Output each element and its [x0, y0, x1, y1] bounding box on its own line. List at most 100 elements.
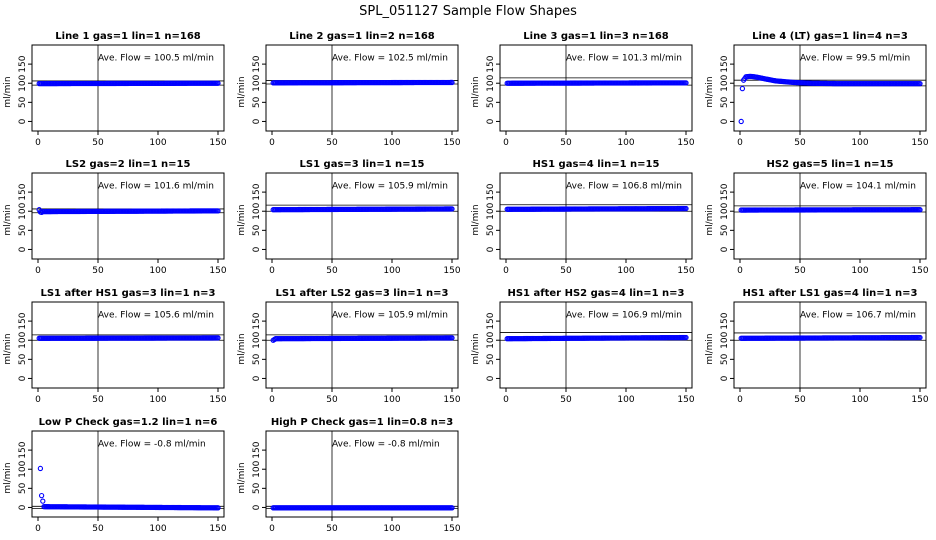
- data-point: [215, 208, 221, 214]
- plot-frame: [499, 44, 693, 132]
- data-point: [449, 79, 455, 86]
- y-axis-label: ml/min: [705, 204, 715, 235]
- y-axis-label: ml/min: [237, 76, 247, 107]
- x-tick-label: 0: [737, 266, 743, 276]
- x-tick-label: 50: [326, 138, 338, 148]
- chart-panel: Line 1 gas=1 lin=1 n=168 0 50 100 150 0 50 100 1…: [3, 31, 227, 148]
- x-tick-label: 100: [851, 266, 868, 276]
- chart-panel: HS1 gas=4 lin=1 n=15 0 50 100 150 0 50 100 150 ml…: [471, 159, 695, 276]
- x-tick-label: 150: [677, 138, 694, 148]
- y-axis-label: ml/min: [705, 333, 715, 364]
- panel-title: Line 4 (LT) gas=1 lin=4 n=3: [752, 31, 908, 42]
- panel-title: HS1 after LS1 gas=4 lin=1 n=3: [742, 288, 917, 299]
- y-tick-label: 50: [252, 482, 262, 494]
- x-tick-label: 50: [92, 266, 104, 276]
- x-tick-label: 0: [35, 266, 41, 276]
- y-tick-label: 50: [486, 224, 496, 236]
- x-tick-label: 50: [794, 266, 806, 276]
- panel-title: LS1 after HS1 gas=3 lin=1 n=3: [40, 288, 215, 299]
- data-point: [917, 334, 923, 341]
- average-flow-annotation: Ave. Flow = 101.3 ml/min: [566, 53, 682, 63]
- x-tick-label: 50: [92, 524, 104, 534]
- y-tick-label: 0: [486, 375, 496, 381]
- average-flow-annotation: Ave. Flow = 99.5 ml/min: [800, 53, 910, 63]
- y-tick-label: 100: [18, 331, 28, 348]
- y-tick-label: 50: [486, 96, 496, 108]
- x-tick-label: 0: [503, 395, 509, 405]
- data-point: [917, 80, 923, 87]
- y-tick-label: 100: [252, 74, 262, 91]
- y-tick-label: 100: [486, 331, 496, 348]
- y-tick-label: 50: [486, 353, 496, 365]
- y-tick-label: 150: [720, 55, 730, 72]
- x-tick-label: 150: [443, 138, 460, 148]
- panel-title: LS2 gas=2 lin=1 n=15: [66, 159, 191, 170]
- x-tick-label: 50: [326, 266, 338, 276]
- chart-panel: HS1 after LS1 gas=4 lin=1 n=3 0 50 100 150 0 5…: [705, 288, 929, 405]
- plot-frame: [733, 172, 927, 260]
- y-tick-label: 150: [486, 55, 496, 72]
- panel-title: Line 2 gas=1 lin=2 n=168: [289, 31, 435, 42]
- y-tick-label: 150: [18, 441, 28, 458]
- data-point: [215, 80, 221, 86]
- x-tick-label: 150: [209, 524, 226, 534]
- x-tick-label: 100: [149, 524, 166, 534]
- plot-frame: [733, 44, 927, 132]
- x-tick-label: 0: [269, 266, 275, 276]
- x-tick-label: 0: [503, 266, 509, 276]
- y-tick-label: 100: [720, 74, 730, 91]
- y-tick-label: 50: [252, 353, 262, 365]
- plot-frame: [499, 301, 693, 389]
- x-tick-label: 50: [560, 395, 572, 405]
- data-point: [738, 118, 744, 125]
- plot-frame: [31, 301, 225, 389]
- data-point: [215, 335, 221, 341]
- y-tick-label: 0: [486, 246, 496, 252]
- average-flow-annotation: Ave. Flow = -0.8 ml/min: [332, 439, 440, 449]
- y-tick-label: 100: [252, 202, 262, 219]
- data-point: [40, 498, 46, 504]
- x-tick-label: 0: [503, 138, 509, 148]
- y-tick-label: 150: [252, 441, 262, 458]
- x-tick-label: 100: [383, 524, 400, 534]
- average-flow-annotation: Ave. Flow = 104.1 ml/min: [800, 181, 916, 191]
- x-tick-label: 0: [269, 524, 275, 534]
- data-point: [683, 205, 689, 212]
- x-tick-label: 0: [737, 395, 743, 405]
- chart-panel: Line 3 gas=1 lin=3 n=168 0 50 100 150 0 50 100 1…: [471, 31, 695, 148]
- y-tick-label: 0: [720, 246, 730, 252]
- data-point: [917, 207, 923, 213]
- y-tick-label: 50: [18, 482, 28, 494]
- data-point: [449, 206, 455, 212]
- x-tick-label: 0: [35, 395, 41, 405]
- y-axis-label: ml/min: [237, 333, 247, 364]
- y-tick-label: 50: [18, 96, 28, 108]
- average-flow-annotation: Ave. Flow = 105.9 ml/min: [332, 181, 448, 191]
- average-flow-annotation: Ave. Flow = 105.9 ml/min: [332, 310, 448, 320]
- chart-panel: Low P Check gas=1.2 lin=1 n=6 0 50 100 150 0 5…: [3, 417, 227, 534]
- y-axis-label: ml/min: [3, 462, 13, 493]
- y-tick-label: 100: [252, 460, 262, 477]
- chart-panel: HS2 gas=5 lin=1 n=15 0 50 100 150 0 50 100 150 ml…: [705, 159, 929, 276]
- y-tick-label: 100: [720, 202, 730, 219]
- panel-title: HS1 after HS2 gas=4 lin=1 n=3: [507, 288, 684, 299]
- y-tick-label: 0: [252, 246, 262, 252]
- plot-frame: [265, 301, 459, 389]
- chart-panel: LS1 gas=3 lin=1 n=15 0 50 100 150 0 50 100 150 ml…: [237, 159, 461, 276]
- x-tick-label: 50: [560, 266, 572, 276]
- y-tick-label: 0: [720, 375, 730, 381]
- y-axis-label: ml/min: [471, 333, 481, 364]
- y-tick-label: 100: [486, 202, 496, 219]
- y-tick-label: 0: [252, 504, 262, 510]
- chart-panel: HS1 after HS2 gas=4 lin=1 n=3 0 50 100 150 0 5…: [471, 288, 695, 405]
- panel-title: Line 1 gas=1 lin=1 n=168: [55, 31, 201, 42]
- x-tick-label: 50: [326, 395, 338, 405]
- y-axis-label: ml/min: [3, 333, 13, 364]
- data-point: [739, 85, 746, 92]
- x-tick-label: 100: [617, 266, 634, 276]
- data-point: [38, 492, 45, 499]
- y-tick-label: 150: [252, 183, 262, 200]
- y-axis-label: ml/min: [471, 204, 481, 235]
- y-axis-label: ml/min: [237, 462, 247, 493]
